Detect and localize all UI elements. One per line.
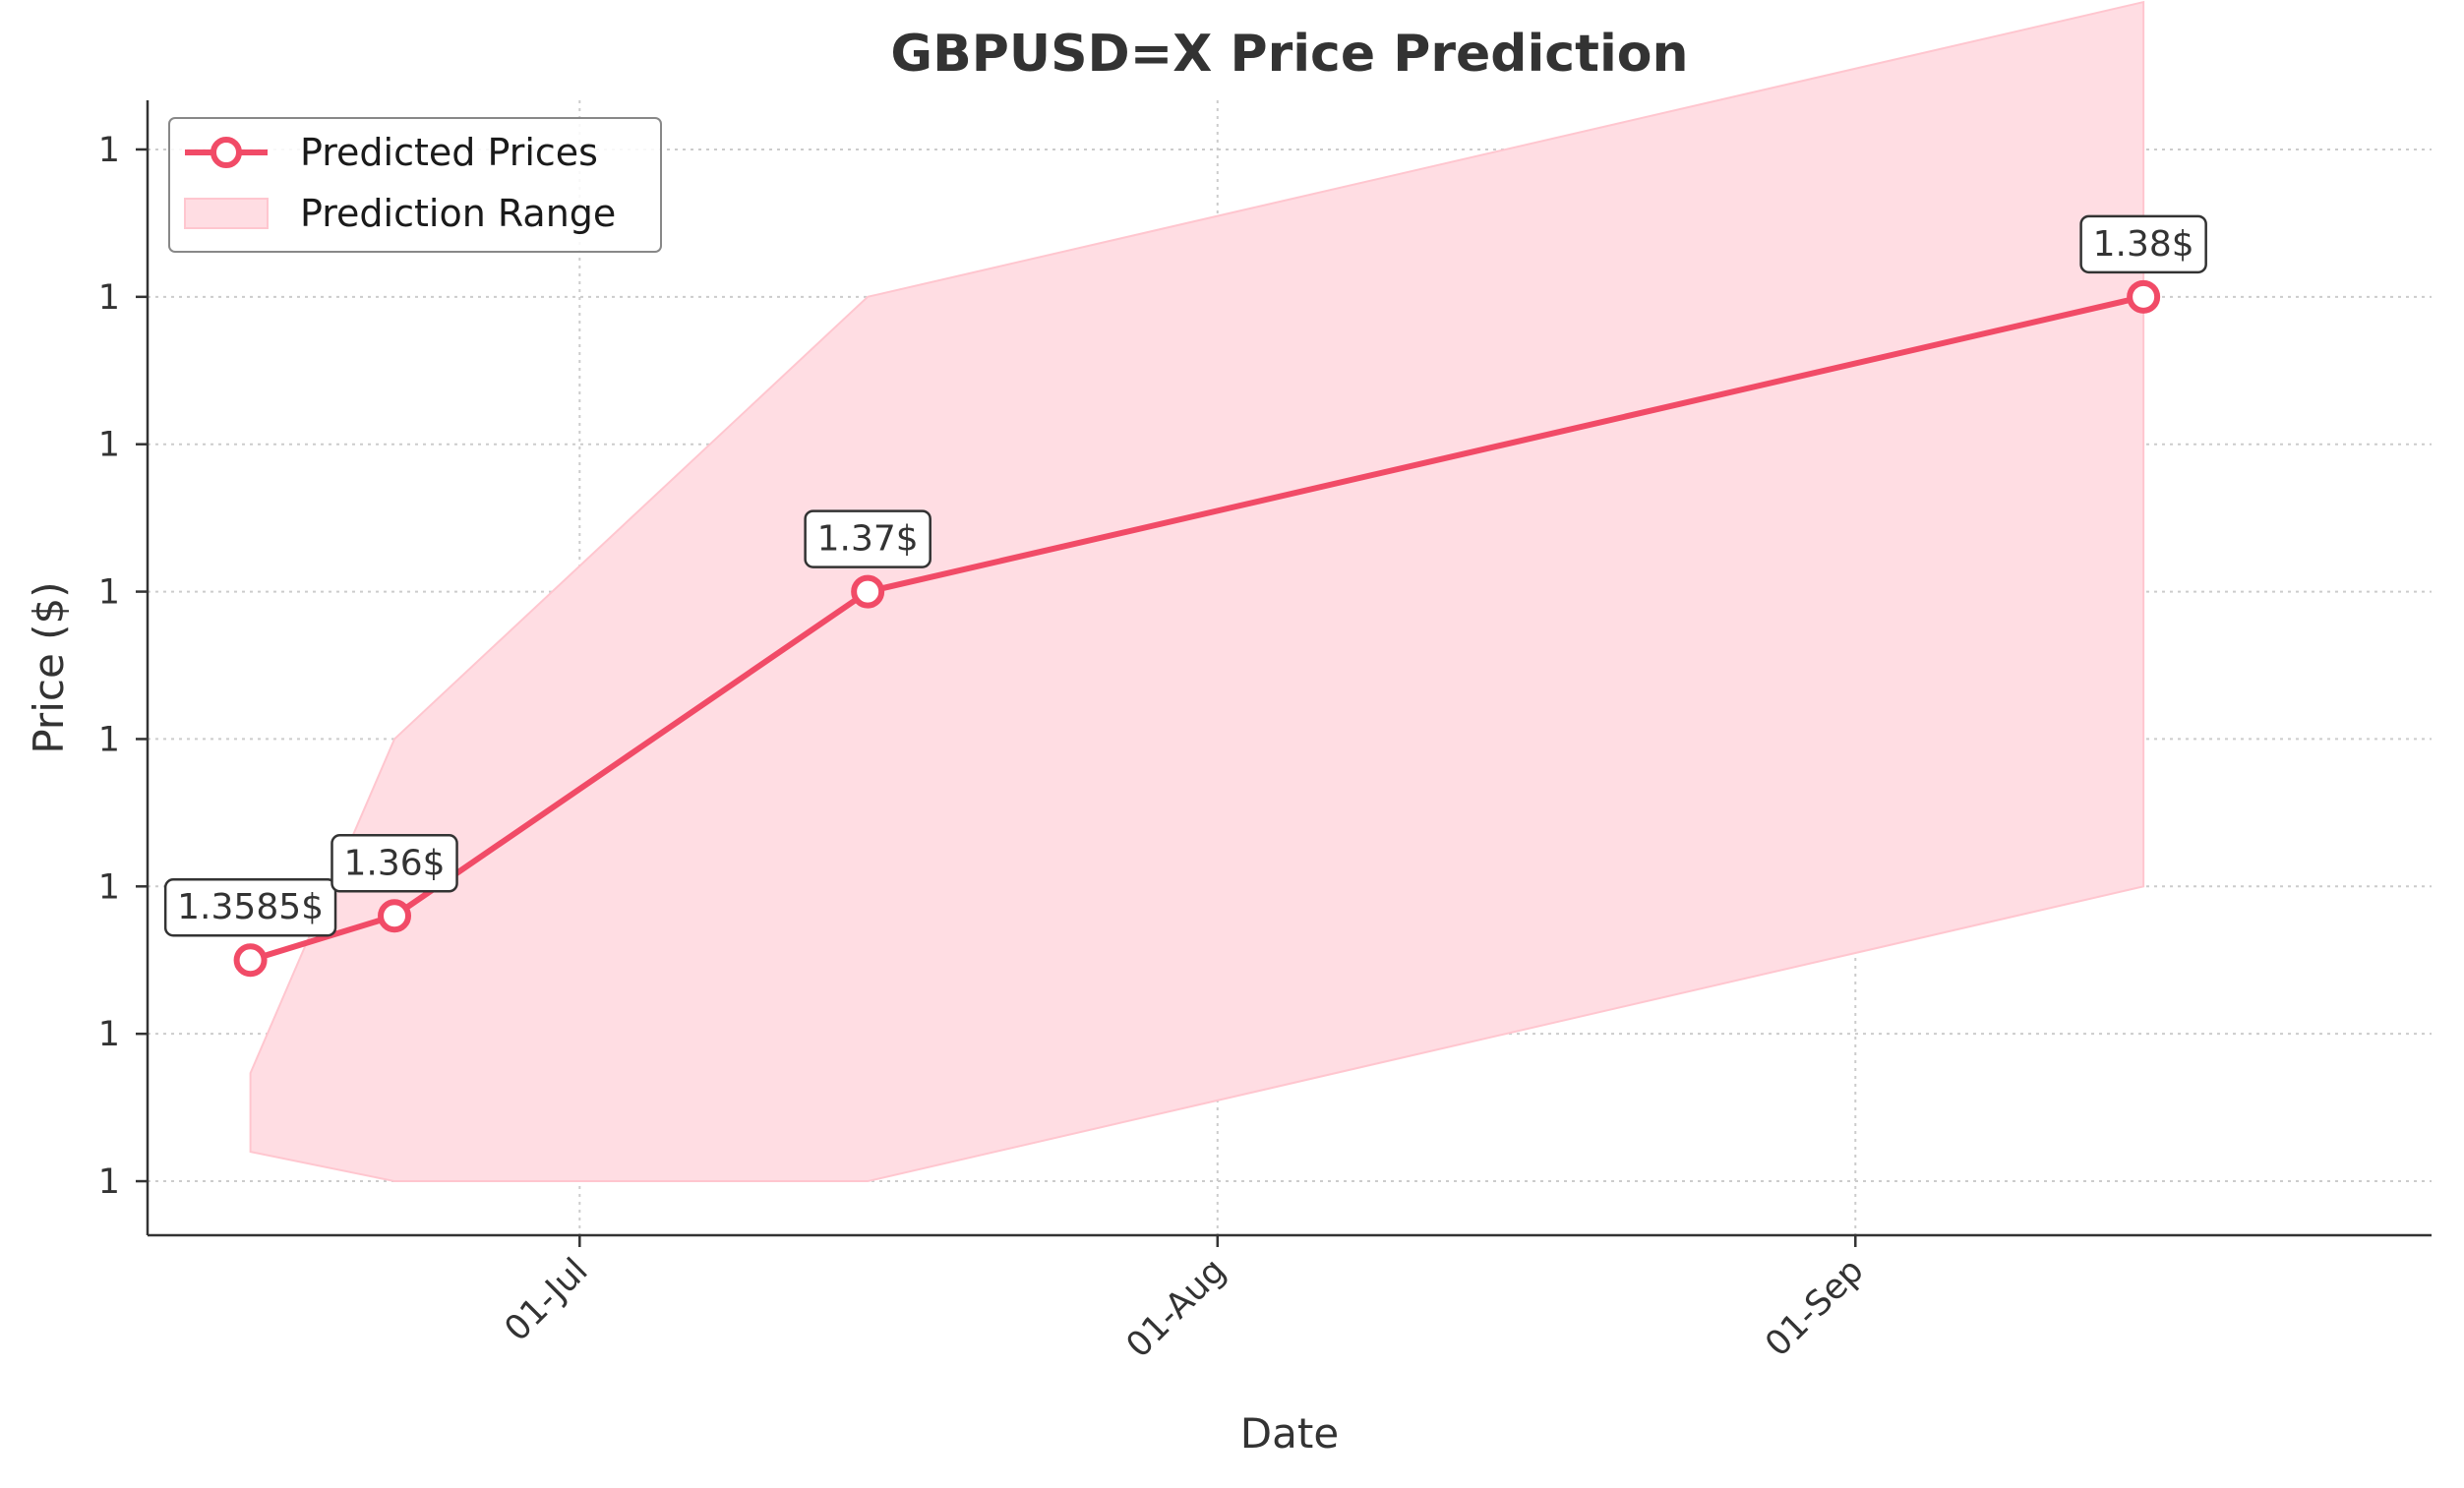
data-label: 1.3585$	[163, 877, 337, 937]
legend-marker-swatch	[210, 137, 242, 168]
data-label-text: 1.36$	[343, 843, 445, 883]
y-tick-label: 1	[98, 131, 120, 170]
y-tick-label: 1	[98, 720, 120, 759]
x-ticks: 01-Jul 01-Aug 01-Sep	[498, 1235, 1872, 1366]
y-tick-label: 1	[98, 278, 120, 318]
data-label-box	[163, 877, 337, 937]
x-tick-label: 01-Sep	[1758, 1251, 1871, 1364]
data-label-text: 1.3585$	[177, 887, 324, 927]
data-label: 1.36$	[331, 834, 458, 893]
y-tick-label: 1	[98, 1015, 120, 1054]
legend: Predicted Prices Prediction Range	[168, 117, 662, 253]
y-tick-label: 1	[98, 867, 120, 907]
predicted-price-point	[233, 943, 268, 978]
predicted-price-point	[378, 899, 412, 933]
data-label: 1.37$	[804, 509, 932, 568]
y-axis-label: Price ($)	[25, 581, 73, 753]
data-label: 1.38$	[2079, 214, 2207, 274]
y-tick-label: 1	[98, 1162, 120, 1202]
chart-title: GBPUSD=X Price Prediction	[890, 25, 1688, 84]
data-annotations: 1.3585$ 1.36$ 1.37$ 1.38$	[163, 214, 2207, 937]
x-axis-label: Date	[1240, 1409, 1339, 1458]
legend-band-swatch	[184, 198, 269, 229]
y-tick-label: 1	[98, 573, 120, 613]
data-label-text: 1.37$	[817, 519, 919, 560]
data-label-text: 1.38$	[2093, 224, 2194, 265]
y-tick-label: 1	[98, 426, 120, 465]
y-ticks: 1 1 1 1 1 1 1 1	[98, 131, 148, 1202]
prediction-range-band	[249, 0, 2145, 1183]
legend-label-predicted-prices: Predicted Prices	[300, 131, 598, 174]
data-label-box	[804, 509, 932, 568]
predicted-price-point	[2127, 279, 2161, 314]
x-tick-label: 01-Aug	[1119, 1251, 1233, 1365]
predicted-prices-line	[249, 293, 2144, 964]
legend-label-prediction-range: Prediction Range	[300, 192, 616, 235]
legend-box	[168, 117, 662, 253]
prediction-range-layer	[249, 0, 2145, 1183]
predicted-price-point	[851, 574, 885, 609]
data-label-box	[331, 834, 458, 893]
axes-layer	[146, 100, 2432, 1237]
predicted-prices-layer	[233, 279, 2161, 978]
x-tick-label: 01-Jul	[498, 1251, 596, 1349]
data-label-box	[2079, 214, 2207, 274]
